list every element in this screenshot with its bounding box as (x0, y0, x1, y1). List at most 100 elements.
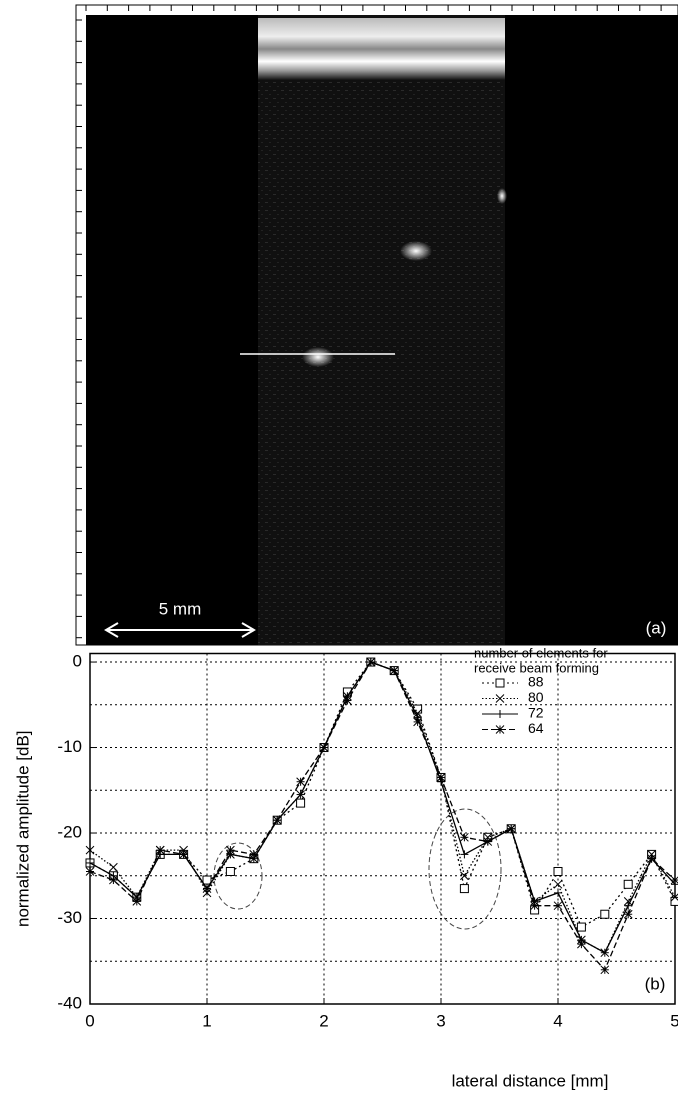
data-point (226, 845, 235, 855)
y-tick-label: -10 (57, 737, 82, 756)
series-line (89, 661, 676, 954)
data-point (85, 867, 95, 876)
series-line (89, 661, 676, 954)
marker-square (495, 678, 505, 688)
data-point (460, 850, 469, 859)
marker-stroke (647, 850, 656, 859)
marker-square (600, 909, 610, 919)
marker-stroke (179, 845, 188, 855)
panel-label: (b) (645, 974, 666, 993)
data-point (553, 866, 563, 876)
data-point (389, 666, 399, 675)
data-point (202, 888, 212, 898)
legend-title: number of elements for receive beam formi… (474, 646, 608, 676)
data-point (319, 743, 329, 752)
data-point (202, 875, 212, 885)
marker-stroke (553, 879, 563, 889)
data-point (109, 875, 118, 885)
data-point (109, 862, 118, 872)
data-point (296, 790, 305, 799)
legend-marker (496, 710, 504, 718)
marker-square (553, 866, 563, 876)
data-point (670, 875, 678, 885)
data-point (554, 888, 562, 897)
legend-marker (495, 725, 505, 734)
data-point (179, 845, 188, 855)
data-point (413, 708, 422, 718)
marker-square (623, 879, 633, 889)
data-point (647, 854, 656, 864)
data-point (86, 858, 94, 867)
data-point (647, 850, 656, 859)
legend-label: 72 (528, 705, 544, 721)
marker-square (459, 884, 469, 894)
x-tick-label: 1 (202, 1011, 211, 1030)
data-point (576, 922, 586, 932)
series-line (89, 661, 676, 971)
panel-label: (a) (646, 618, 667, 637)
data-point (85, 845, 95, 855)
data-point (506, 824, 516, 834)
x-tick-label: 4 (553, 1011, 562, 1030)
data-point (600, 965, 610, 975)
data-point (155, 845, 165, 855)
data-point (202, 884, 212, 893)
y-tick-label: -30 (57, 908, 82, 927)
data-point (296, 798, 306, 808)
x-tick-label: 2 (319, 1011, 328, 1030)
marker-square (202, 875, 212, 885)
data-point (296, 777, 305, 787)
y-tick-label: 0 (73, 652, 82, 671)
marker-stroke (85, 845, 95, 855)
data-point (436, 773, 446, 782)
y-axis-label: normalized amplitude [dB] (13, 730, 32, 927)
legend-label: 64 (528, 720, 544, 736)
data-point (366, 657, 376, 667)
x-tick-label: 0 (85, 1011, 94, 1030)
data-point (600, 948, 609, 957)
data-point (553, 901, 563, 911)
data-point (623, 879, 633, 889)
data-point (577, 939, 586, 949)
marker-stroke (413, 708, 422, 718)
data-point (249, 850, 259, 859)
data-point (179, 850, 188, 859)
data-point (600, 909, 610, 919)
data-point (460, 832, 469, 842)
data-point (460, 871, 469, 881)
data-point (623, 909, 633, 919)
data-point (413, 717, 422, 727)
marker-square (576, 922, 586, 932)
marker-square (225, 866, 235, 876)
data-point (623, 897, 633, 906)
ultrasound-image: 5 mm (a) (75, 4, 678, 646)
scale-label: 5 mm (159, 599, 202, 618)
data-point (483, 837, 493, 846)
x-axis-label: lateral distance [mm] (452, 1071, 609, 1090)
data-point (459, 884, 469, 894)
legend-label: 80 (528, 689, 544, 705)
x-tick-label: 5 (670, 1011, 678, 1030)
legend-marker (495, 694, 505, 703)
annotation-ellipse (428, 808, 502, 930)
legend-label: 88 (528, 674, 544, 690)
data-point (343, 696, 352, 705)
x-tick-label: 3 (436, 1011, 445, 1030)
marker-square (296, 798, 306, 808)
data-point (132, 897, 142, 906)
marker-stroke (202, 888, 212, 898)
data-point (272, 815, 282, 825)
y-tick-label: -40 (57, 993, 82, 1012)
data-point (225, 866, 235, 876)
data-point (624, 901, 633, 910)
marker-stroke (109, 862, 118, 872)
series-line (89, 661, 676, 928)
y-tick-label: -20 (57, 823, 82, 842)
data-point (553, 879, 563, 889)
marker-stroke (623, 897, 633, 906)
marker-stroke (460, 871, 469, 881)
marker-stroke (495, 694, 505, 703)
marker-stroke (483, 832, 493, 842)
